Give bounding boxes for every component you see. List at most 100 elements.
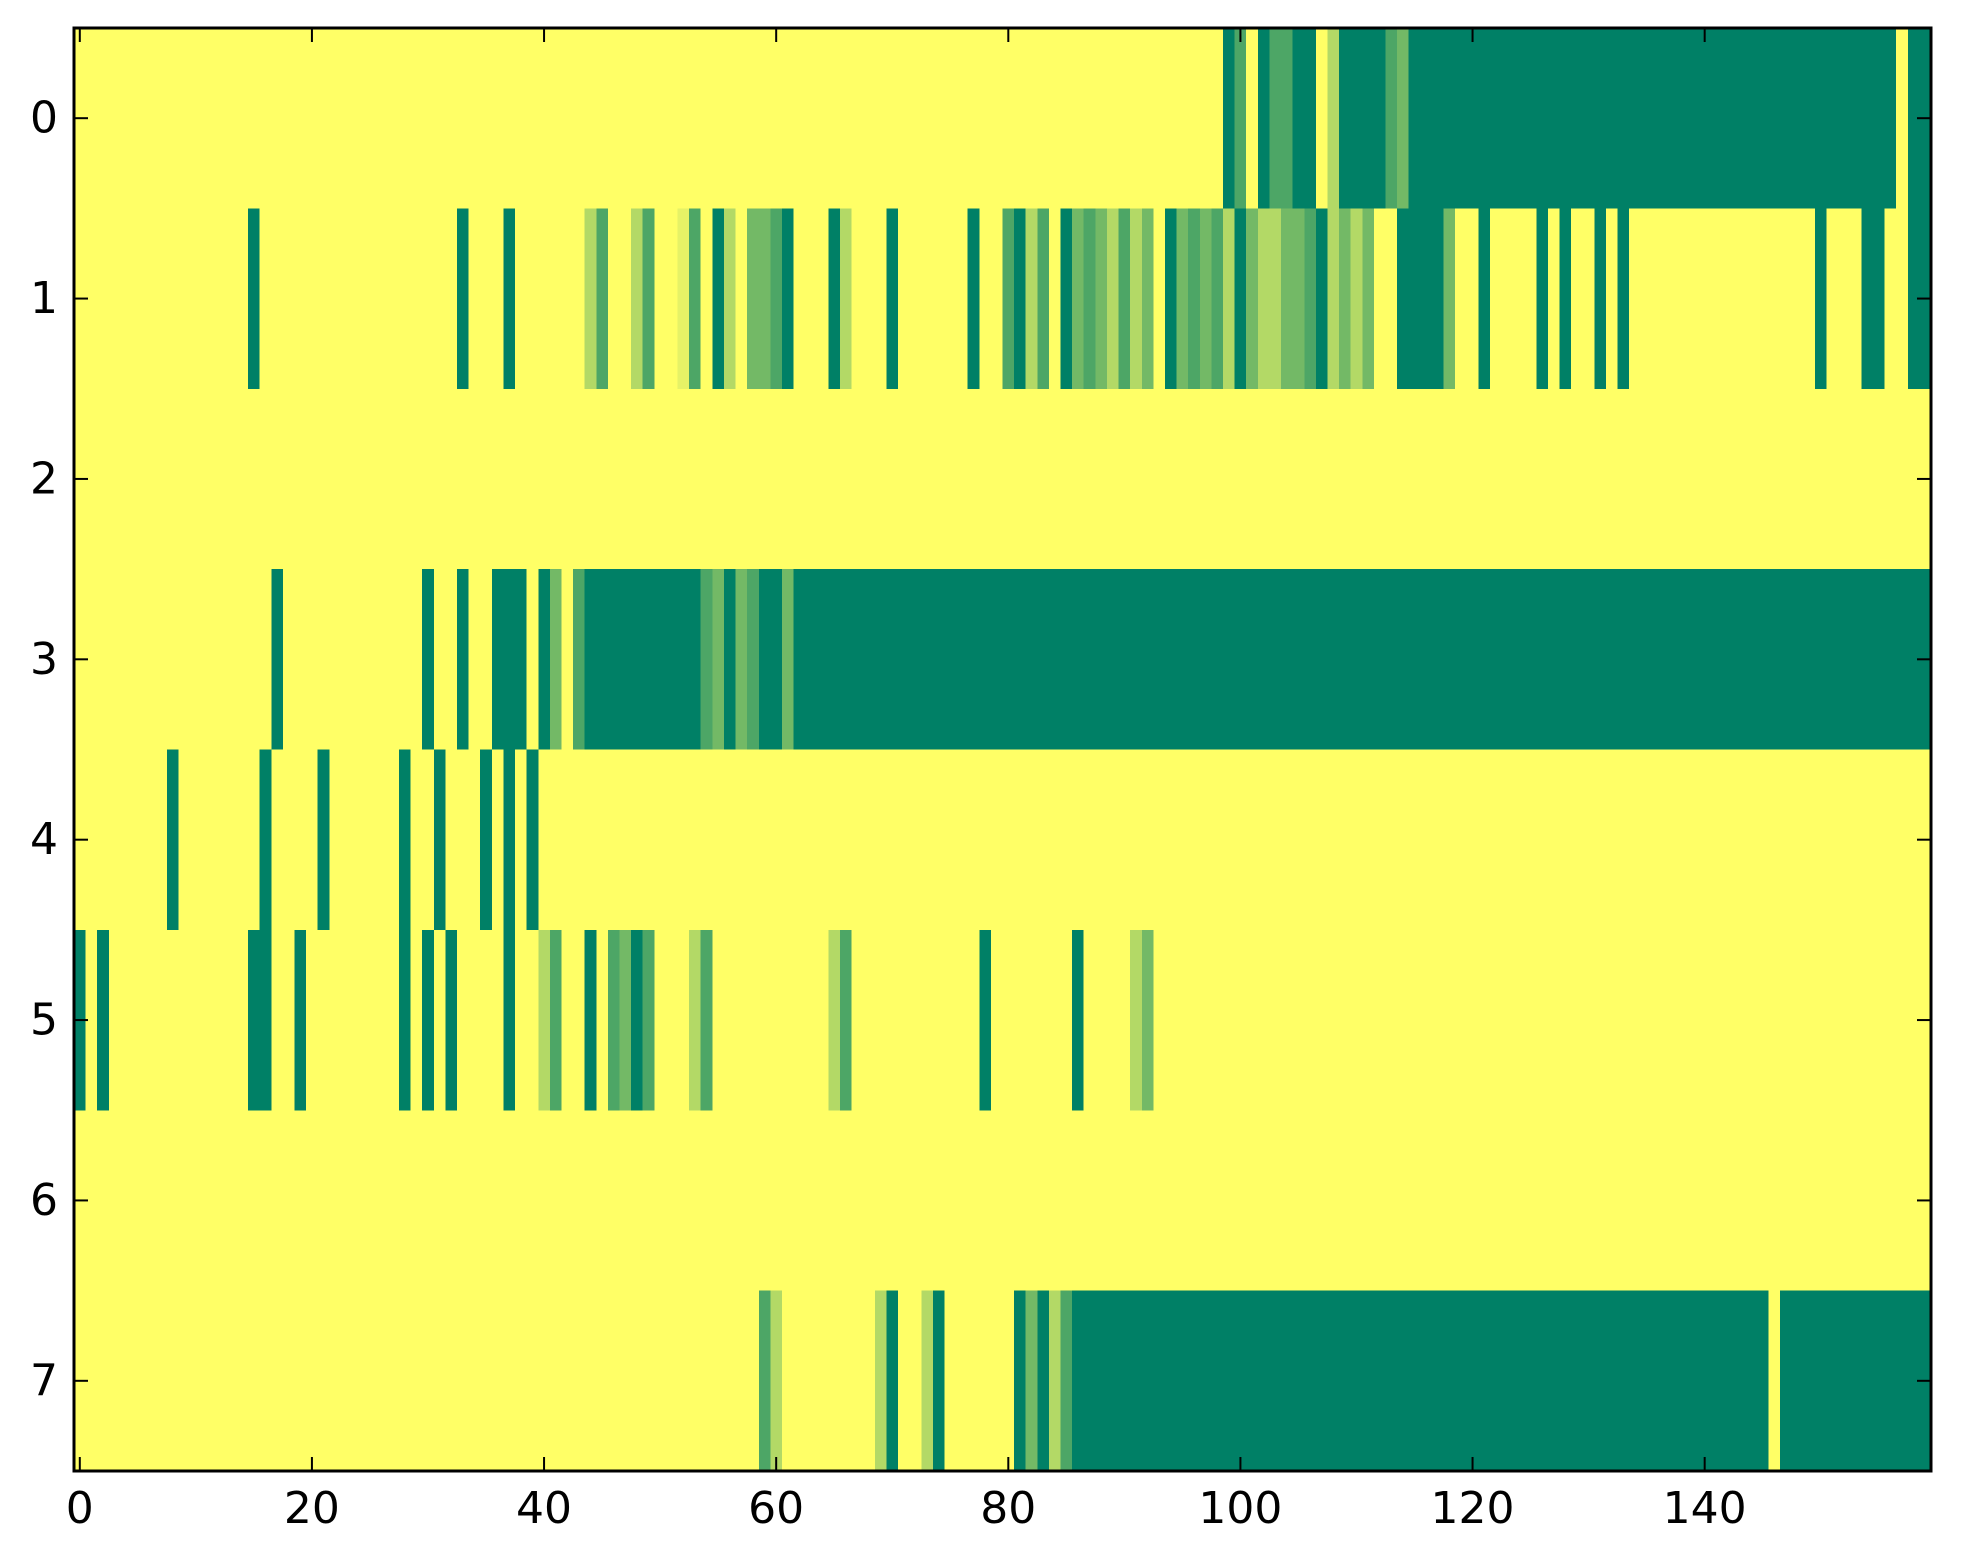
- heatmap-segment: [1304, 208, 1316, 389]
- x-tick-label: 120: [1431, 1483, 1515, 1534]
- heatmap-segment: [596, 208, 608, 389]
- heatmap-segment: [538, 569, 550, 750]
- heatmap-segment: [584, 569, 701, 750]
- heatmap-segment: [1304, 28, 1316, 209]
- heatmap-segment: [607, 929, 620, 1111]
- heatmap-segment: [1780, 1290, 1931, 1471]
- heatmap-segment: [677, 208, 690, 389]
- heatmap-segment: [1037, 1290, 1049, 1471]
- heatmap-segment: [1164, 208, 1177, 389]
- heatmap-segment: [503, 749, 516, 930]
- heatmap-segment: [1814, 208, 1827, 389]
- heatmap-segment: [735, 569, 748, 750]
- heatmap-segment: [1014, 1290, 1026, 1471]
- x-axis: 0 20 40 60 80 100 120 140: [66, 28, 1747, 1534]
- heatmap-segment: [1014, 208, 1026, 389]
- heatmap-segment: [1048, 1290, 1061, 1471]
- heatmap-segment: [1339, 208, 1351, 389]
- x-tick-label: 20: [284, 1483, 340, 1534]
- y-tick-label: 4: [30, 814, 58, 865]
- heatmap-segment: [1223, 28, 1235, 209]
- heatmap-segment: [97, 929, 109, 1111]
- heatmap-segment: [1246, 208, 1258, 389]
- heatmap-segment: [526, 749, 539, 930]
- heatmap-segment: [457, 569, 469, 750]
- heatmap-segment: [1106, 208, 1119, 389]
- heatmap-segment: [1397, 208, 1444, 389]
- x-tick-label: 0: [66, 1483, 94, 1534]
- heatmap-segment: [1223, 208, 1235, 389]
- heatmap-segment: [1315, 208, 1328, 389]
- heatmap-segment: [1281, 208, 1293, 389]
- heatmap-segment: [1095, 208, 1107, 389]
- y-tick-label: 6: [30, 1175, 58, 1226]
- heatmap-segment: [584, 929, 597, 1111]
- heatmap-segment: [840, 208, 852, 389]
- heatmap-segment: [422, 929, 434, 1111]
- plot-frame: [72, 26, 1933, 1473]
- heatmap-segment: [1269, 28, 1293, 209]
- y-tick-label: 5: [30, 995, 58, 1046]
- y-tick-label: 2: [30, 453, 58, 504]
- heatmap-segment: [1478, 208, 1490, 389]
- heatmap-segment: [1234, 28, 1247, 209]
- heatmap-segment: [1861, 208, 1885, 389]
- heatmap-segment: [271, 569, 283, 750]
- heatmap-segment: [248, 208, 260, 389]
- y-tick-label: 1: [30, 273, 58, 324]
- heatmap-segment: [828, 929, 841, 1111]
- heatmap-segment: [1246, 28, 1258, 209]
- heatmap-segment: [712, 569, 724, 750]
- heatmap-segment: [1362, 208, 1374, 389]
- x-tick-label: 60: [748, 1483, 804, 1534]
- heatmap-segment: [1025, 208, 1038, 389]
- heatmap-segment: [631, 929, 643, 1111]
- heatmap-segment: [491, 569, 527, 750]
- heatmap-segment: [932, 1290, 945, 1471]
- heatmap-segment: [1234, 208, 1247, 389]
- heatmap-segment: [723, 569, 736, 750]
- heatmap-segment: [1060, 1290, 1073, 1471]
- heatmap-segment: [619, 929, 632, 1111]
- heatmap-segment: [1176, 208, 1189, 389]
- heatmap-segment: [1617, 208, 1630, 389]
- heatmap-segment: [1594, 208, 1607, 389]
- x-tick-label: 140: [1663, 1483, 1747, 1534]
- heatmap-segment: [317, 749, 330, 930]
- heatmap-segment: [433, 749, 446, 930]
- heatmap-segment: [503, 208, 516, 389]
- heatmap-segment: [747, 569, 759, 750]
- heatmap-segment: [1141, 929, 1154, 1111]
- heatmap-segment: [445, 929, 458, 1111]
- heatmap-segment: [480, 749, 492, 930]
- heatmap-segment: [1083, 208, 1096, 389]
- y-axis: 0 1 2 3 4 5 6 7: [30, 93, 1931, 1406]
- heatmap-segment: [793, 569, 1931, 750]
- heatmap-segment: [1339, 28, 1386, 209]
- heatmap-segment: [1315, 28, 1328, 209]
- heatmap-segment: [1292, 28, 1305, 209]
- heatmap-segment: [457, 208, 469, 389]
- heatmap-segment: [538, 929, 550, 1111]
- heatmap-segment: [549, 569, 562, 750]
- heatmap-segment: [886, 208, 899, 389]
- heatmap-segment: [1037, 208, 1049, 389]
- heatmap-segment: [700, 569, 713, 750]
- heatmap-segment: [1025, 1290, 1038, 1471]
- heatmap-segment: [1060, 208, 1073, 389]
- heatmap-segment: [1118, 208, 1131, 389]
- heatmap-segment: [723, 208, 736, 389]
- heatmap-segment: [1199, 208, 1212, 389]
- heatmap-segment: [1002, 208, 1015, 389]
- heatmap-segment: [874, 1290, 887, 1471]
- heatmap-segment: [700, 929, 713, 1111]
- heatmap-segment: [1536, 208, 1548, 389]
- heatmap-segment: [1211, 208, 1224, 389]
- heatmap-segment: [573, 569, 585, 750]
- heatmap-segment: [689, 929, 701, 1111]
- y-tick-label: 7: [30, 1355, 58, 1406]
- heatmap-segment: [781, 569, 794, 750]
- heatmap-segment: [642, 929, 655, 1111]
- heatmap-segment: [631, 208, 643, 389]
